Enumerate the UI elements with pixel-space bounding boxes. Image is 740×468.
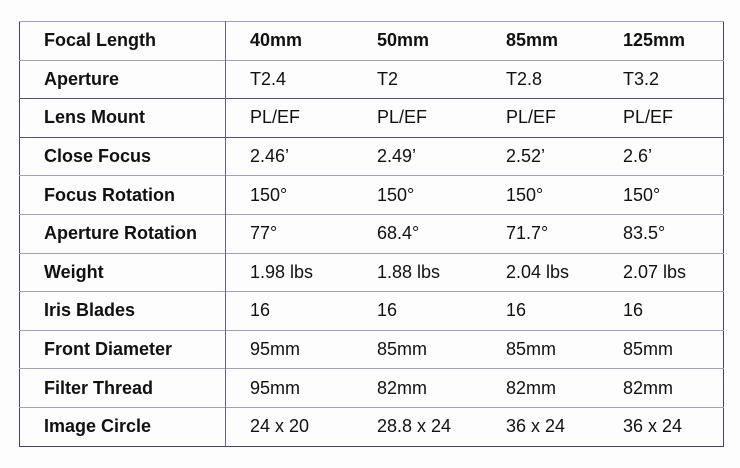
table-cell: 2.07 lbs bbox=[599, 252, 724, 292]
table-row: Lens Mount PL/EF PL/EF PL/EF PL/EF bbox=[19, 98, 724, 138]
table-cell: 24 x 20 bbox=[225, 406, 353, 447]
row-label: Image Circle bbox=[19, 406, 226, 447]
table-row: Iris Blades 16 16 16 16 bbox=[19, 291, 724, 331]
table-cell: PL/EF bbox=[599, 98, 724, 138]
table-cell: T2 bbox=[353, 59, 482, 99]
header-label: Focal Length bbox=[19, 21, 226, 61]
table-cell: 2.6’ bbox=[599, 136, 724, 176]
table-cell: 16 bbox=[599, 291, 724, 331]
row-label: Close Focus bbox=[19, 136, 226, 176]
table-cell: 2.04 lbs bbox=[482, 252, 599, 292]
header-cell: 125mm bbox=[599, 21, 724, 61]
table-cell: 77° bbox=[225, 213, 353, 254]
table-row: Aperture Rotation 77° 68.4° 71.7° 83.5° bbox=[19, 213, 724, 254]
table-cell: 85mm bbox=[599, 329, 724, 369]
table-row: Focus Rotation 150° 150° 150° 150° bbox=[19, 175, 724, 215]
table-header-row: Focal Length 40mm 50mm 85mm 125mm bbox=[19, 21, 724, 61]
table-cell: T3.2 bbox=[599, 59, 724, 99]
table-cell: 95mm bbox=[225, 329, 353, 369]
table-cell: 85mm bbox=[482, 329, 599, 369]
row-label: Aperture bbox=[19, 59, 226, 99]
table-cell: 28.8 x 24 bbox=[353, 406, 482, 447]
table-row: Aperture T2.4 T2 T2.8 T3.2 bbox=[19, 59, 724, 99]
table-cell: 82mm bbox=[482, 368, 599, 408]
table-cell: T2.8 bbox=[482, 59, 599, 99]
table-cell: 82mm bbox=[599, 368, 724, 408]
row-label: Filter Thread bbox=[19, 368, 226, 408]
table-cell: 16 bbox=[482, 291, 599, 331]
table-cell: 150° bbox=[482, 175, 599, 215]
header-cell: 85mm bbox=[482, 21, 599, 61]
header-cell: 50mm bbox=[353, 21, 482, 61]
row-label: Aperture Rotation bbox=[19, 213, 226, 254]
table-row: Filter Thread 95mm 82mm 82mm 82mm bbox=[19, 368, 724, 408]
table-cell: PL/EF bbox=[353, 98, 482, 138]
table-cell: 16 bbox=[353, 291, 482, 331]
table-cell: 150° bbox=[353, 175, 482, 215]
table-cell: 2.52’ bbox=[482, 136, 599, 176]
row-label: Weight bbox=[19, 252, 226, 292]
row-label: Iris Blades bbox=[19, 291, 226, 331]
table-cell: 36 x 24 bbox=[599, 406, 724, 447]
table-cell: 1.98 lbs bbox=[225, 252, 353, 292]
table-cell: 85mm bbox=[353, 329, 482, 369]
table-cell: 150° bbox=[599, 175, 724, 215]
table-row: Front Diameter 95mm 85mm 85mm 85mm bbox=[19, 329, 724, 369]
table-cell: 95mm bbox=[225, 368, 353, 408]
table-cell: T2.4 bbox=[225, 59, 353, 99]
table-cell: PL/EF bbox=[225, 98, 353, 138]
header-cell: 40mm bbox=[225, 21, 353, 61]
table-cell: 82mm bbox=[353, 368, 482, 408]
table-cell: 150° bbox=[225, 175, 353, 215]
table-row: Image Circle 24 x 20 28.8 x 24 36 x 24 36 x … bbox=[19, 406, 724, 447]
table-cell: 2.49’ bbox=[353, 136, 482, 176]
table-cell: 16 bbox=[225, 291, 353, 331]
table-row: Weight 1.98 lbs 1.88 lbs 2.04 lbs 2.07 lbs bbox=[19, 252, 724, 292]
row-label: Focus Rotation bbox=[19, 175, 226, 215]
row-label: Front Diameter bbox=[19, 329, 226, 369]
table-row: Close Focus 2.46’ 2.49’ 2.52’ 2.6’ bbox=[19, 136, 724, 176]
table-cell: 2.46’ bbox=[225, 136, 353, 176]
table-cell: PL/EF bbox=[482, 98, 599, 138]
row-label: Lens Mount bbox=[19, 98, 226, 138]
table-cell: 71.7° bbox=[482, 213, 599, 254]
table-cell: 68.4° bbox=[353, 213, 482, 254]
table-cell: 1.88 lbs bbox=[353, 252, 482, 292]
lens-spec-table: Focal Length 40mm 50mm 85mm 125mm Apertu… bbox=[19, 21, 724, 447]
table-cell: 36 x 24 bbox=[482, 406, 599, 447]
table-cell: 83.5° bbox=[599, 213, 724, 254]
